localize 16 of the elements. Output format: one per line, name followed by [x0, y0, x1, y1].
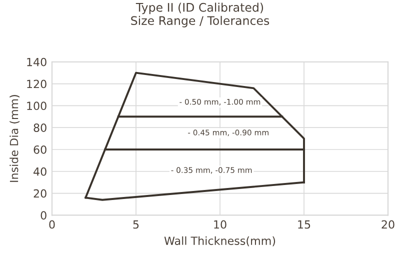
x-axis-title: Wall Thickness(mm)	[164, 236, 276, 246]
y-tick-label: 60	[34, 145, 46, 154]
x-tick-label: 20	[382, 220, 394, 229]
y-tick-label: 100	[27, 102, 46, 110]
x-tick-label: 0	[49, 220, 55, 229]
y-tick-label: 40	[34, 167, 46, 176]
y-tick-label: 80	[34, 124, 46, 132]
y-tick-label: 20	[34, 189, 46, 198]
chart-title: Type II (ID Calibrated) Size Range / Tolerances	[131, 2, 270, 28]
y-axis-title: Inside Dia (mm)	[10, 95, 20, 182]
x-tick-label: 15	[298, 220, 310, 229]
x-tick-label: 10	[214, 220, 226, 229]
y-tick-label: 0	[40, 211, 46, 220]
y-tick-label: 120	[27, 80, 46, 88]
y-tick-label: 140	[27, 58, 46, 66]
x-tick-label: 5	[133, 220, 139, 229]
